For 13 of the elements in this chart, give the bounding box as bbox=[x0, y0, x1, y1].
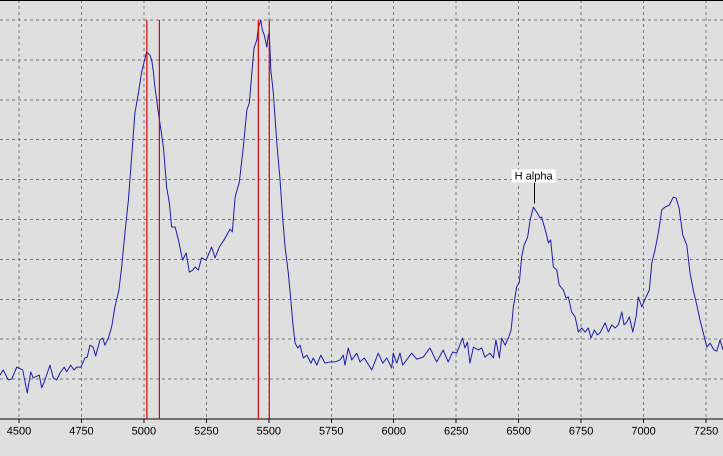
x-tick-label: 7000 bbox=[631, 426, 656, 438]
x-tick-label: 6000 bbox=[381, 426, 406, 438]
x-tick-label: 5500 bbox=[256, 426, 282, 438]
x-tick-label: 5250 bbox=[194, 426, 219, 438]
x-tick-label: 6500 bbox=[506, 426, 531, 438]
x-tick-label: 5000 bbox=[132, 426, 156, 438]
x-tick-label: 5750 bbox=[319, 426, 344, 438]
annotation: H alpha bbox=[514, 170, 554, 183]
x-tick-label: 4500 bbox=[6, 426, 32, 438]
x-tick-label: 7250 bbox=[694, 426, 718, 438]
x-tick-label: 6750 bbox=[568, 426, 594, 438]
x-tick-label: 4750 bbox=[69, 426, 94, 438]
x-tick-label: 6250 bbox=[444, 426, 468, 438]
